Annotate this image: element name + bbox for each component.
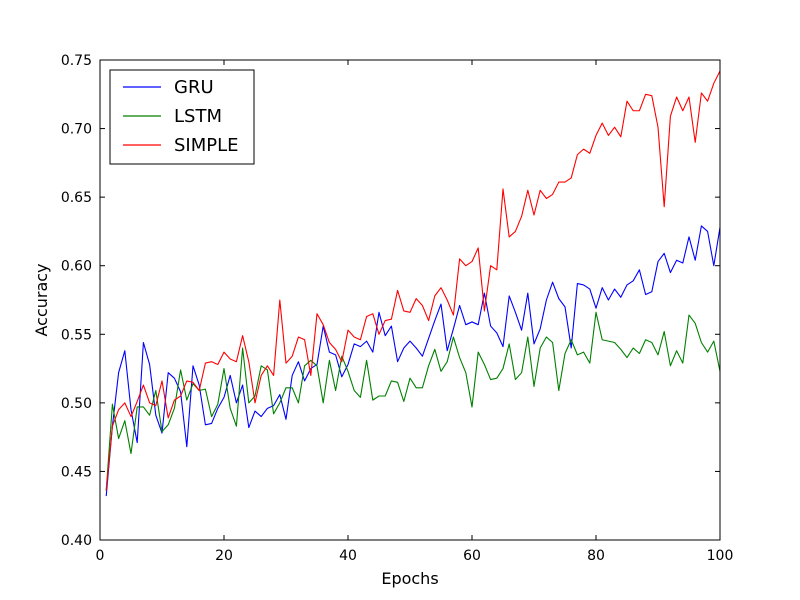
legend-label-simple: SIMPLE bbox=[174, 135, 239, 156]
ticks-layer: 0 20 40 60 80 100 0.40 0.45 0.50 0.55 0.60 0.65 0.70… bbox=[61, 53, 734, 564]
x-tick-label: 100 bbox=[707, 548, 734, 564]
x-axis-title: Epochs bbox=[381, 569, 438, 588]
series-layer bbox=[105, 70, 721, 497]
x-tick-label: 60 bbox=[463, 548, 481, 564]
y-tick-label: 0.45 bbox=[61, 464, 92, 480]
y-tick-label: 0.50 bbox=[61, 396, 92, 412]
y-tick-label: 0.40 bbox=[61, 533, 92, 549]
series-line-lstm bbox=[105, 311, 721, 491]
y-tick-label: 0.60 bbox=[61, 259, 92, 275]
legend-label-gru: GRU bbox=[174, 77, 214, 98]
x-tick-label: 40 bbox=[339, 548, 357, 564]
legend-box bbox=[109, 69, 255, 165]
x-tick-label: 0 bbox=[96, 548, 105, 564]
x-tick-label: 80 bbox=[587, 548, 605, 564]
series-line-simple bbox=[105, 70, 721, 491]
y-tick-label: 0.70 bbox=[61, 122, 92, 138]
series-line-gru bbox=[105, 225, 721, 497]
plot-frame bbox=[99, 59, 721, 541]
legend: GRU LSTM SIMPLE bbox=[109, 69, 255, 165]
legend-label-lstm: LSTM bbox=[174, 106, 222, 127]
x-tick-label: 20 bbox=[215, 548, 233, 564]
y-tick-label: 0.55 bbox=[61, 327, 92, 343]
y-tick-label: 0.75 bbox=[61, 53, 92, 69]
y-axis-title: Accuracy bbox=[32, 263, 51, 336]
y-tick-label: 0.65 bbox=[61, 190, 92, 206]
